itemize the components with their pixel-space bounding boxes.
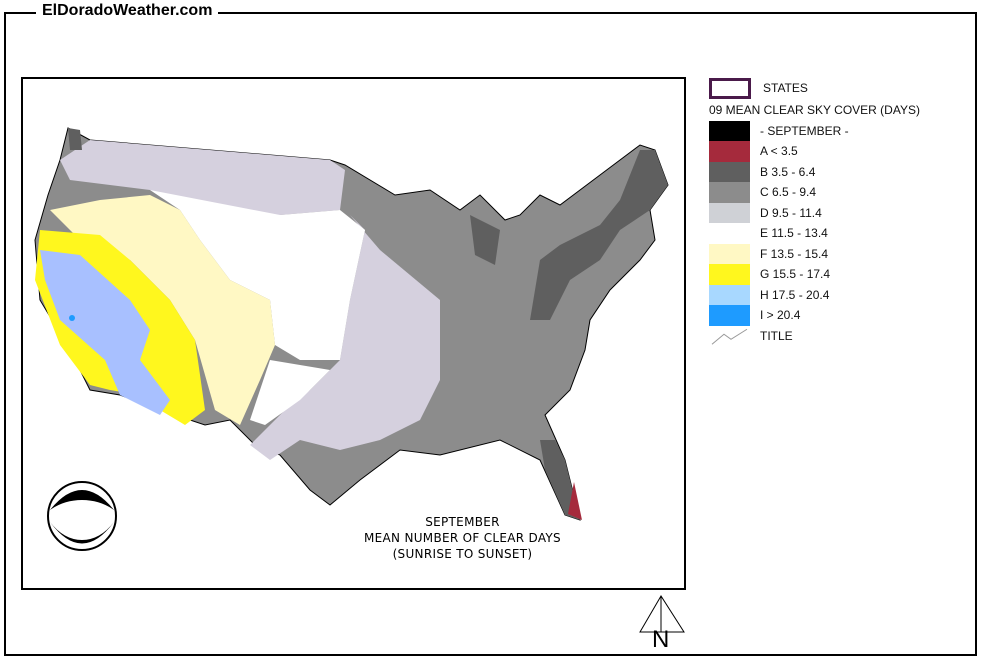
- map-frame: [21, 77, 686, 590]
- legend-swatch: [709, 161, 750, 182]
- legend-item: F 13.5 - 15.4: [709, 243, 920, 264]
- region-d: [250, 215, 440, 460]
- region-d: [60, 140, 345, 215]
- region-a: [568, 482, 582, 520]
- legend: STATES 09 MEAN CLEAR SKY COVER (DAYS) - …: [709, 77, 920, 346]
- legend-swatch: [709, 284, 750, 305]
- legend-swatch: [709, 182, 750, 203]
- legend-subtitle: 09 MEAN CLEAR SKY COVER (DAYS): [709, 102, 920, 117]
- title-line-icon: [711, 328, 748, 345]
- site-title: ElDoradoWeather.com: [36, 2, 219, 20]
- legend-item: - SEPTEMBER -: [709, 120, 920, 141]
- legend-label: - SEPTEMBER -: [760, 123, 849, 138]
- caption-title: MEAN NUMBER OF CLEAR DAYS: [364, 531, 561, 545]
- region-e: [250, 360, 330, 425]
- legend-item: A < 3.5: [709, 141, 920, 162]
- legend-label: H 17.5 - 20.4: [760, 287, 830, 302]
- legend-swatch: [709, 141, 750, 162]
- region-b: [68, 128, 82, 150]
- legend-label: F 13.5 - 15.4: [760, 246, 829, 261]
- map-caption: SEPTEMBER MEAN NUMBER OF CLEAR DAYS (SUN…: [330, 514, 595, 562]
- region-i: [69, 315, 75, 321]
- legend-label: G 15.5 - 17.4: [760, 267, 831, 282]
- caption-month: SEPTEMBER: [425, 515, 500, 529]
- north-arrow-icon: [639, 595, 685, 633]
- legend-item: I > 20.4: [709, 305, 920, 326]
- legend-swatch: [709, 223, 750, 244]
- map-border: [4, 12, 977, 656]
- legend-swatch: [709, 264, 750, 285]
- caption-subtitle: (SUNRISE TO SUNSET): [392, 547, 533, 561]
- region-b: [470, 215, 500, 265]
- legend-label: E 11.5 - 13.4: [760, 226, 828, 241]
- north-label: N: [652, 626, 670, 653]
- legend-label: C 6.5 - 9.4: [760, 185, 817, 200]
- region-h: [40, 250, 170, 415]
- legend-item: G 15.5 - 17.4: [709, 264, 920, 285]
- legend-swatch: [709, 202, 750, 223]
- legend-title-label: TITLE: [760, 328, 793, 343]
- states-swatch: [709, 77, 751, 99]
- legend-swatch: [709, 243, 750, 264]
- legend-label: I > 20.4: [760, 308, 801, 323]
- region-b: [540, 440, 580, 520]
- legend-label: B 3.5 - 6.4: [760, 164, 816, 179]
- legend-item: H 17.5 - 20.4: [709, 284, 920, 305]
- region-b: [530, 150, 668, 320]
- legend-item: E 11.5 - 13.4: [709, 223, 920, 244]
- legend-swatch: [709, 120, 750, 141]
- legend-item: C 6.5 - 9.4: [709, 182, 920, 203]
- legend-item: D 9.5 - 11.4: [709, 202, 920, 223]
- legend-states-label: STATES: [763, 81, 808, 96]
- legend-swatch: [709, 305, 750, 326]
- region-f: [50, 195, 275, 425]
- noaa-logo: [47, 481, 117, 551]
- legend-label: D 9.5 - 11.4: [760, 205, 822, 220]
- legend-label: A < 3.5: [760, 144, 798, 159]
- legend-item: B 3.5 - 6.4: [709, 161, 920, 182]
- region-e: [150, 190, 365, 360]
